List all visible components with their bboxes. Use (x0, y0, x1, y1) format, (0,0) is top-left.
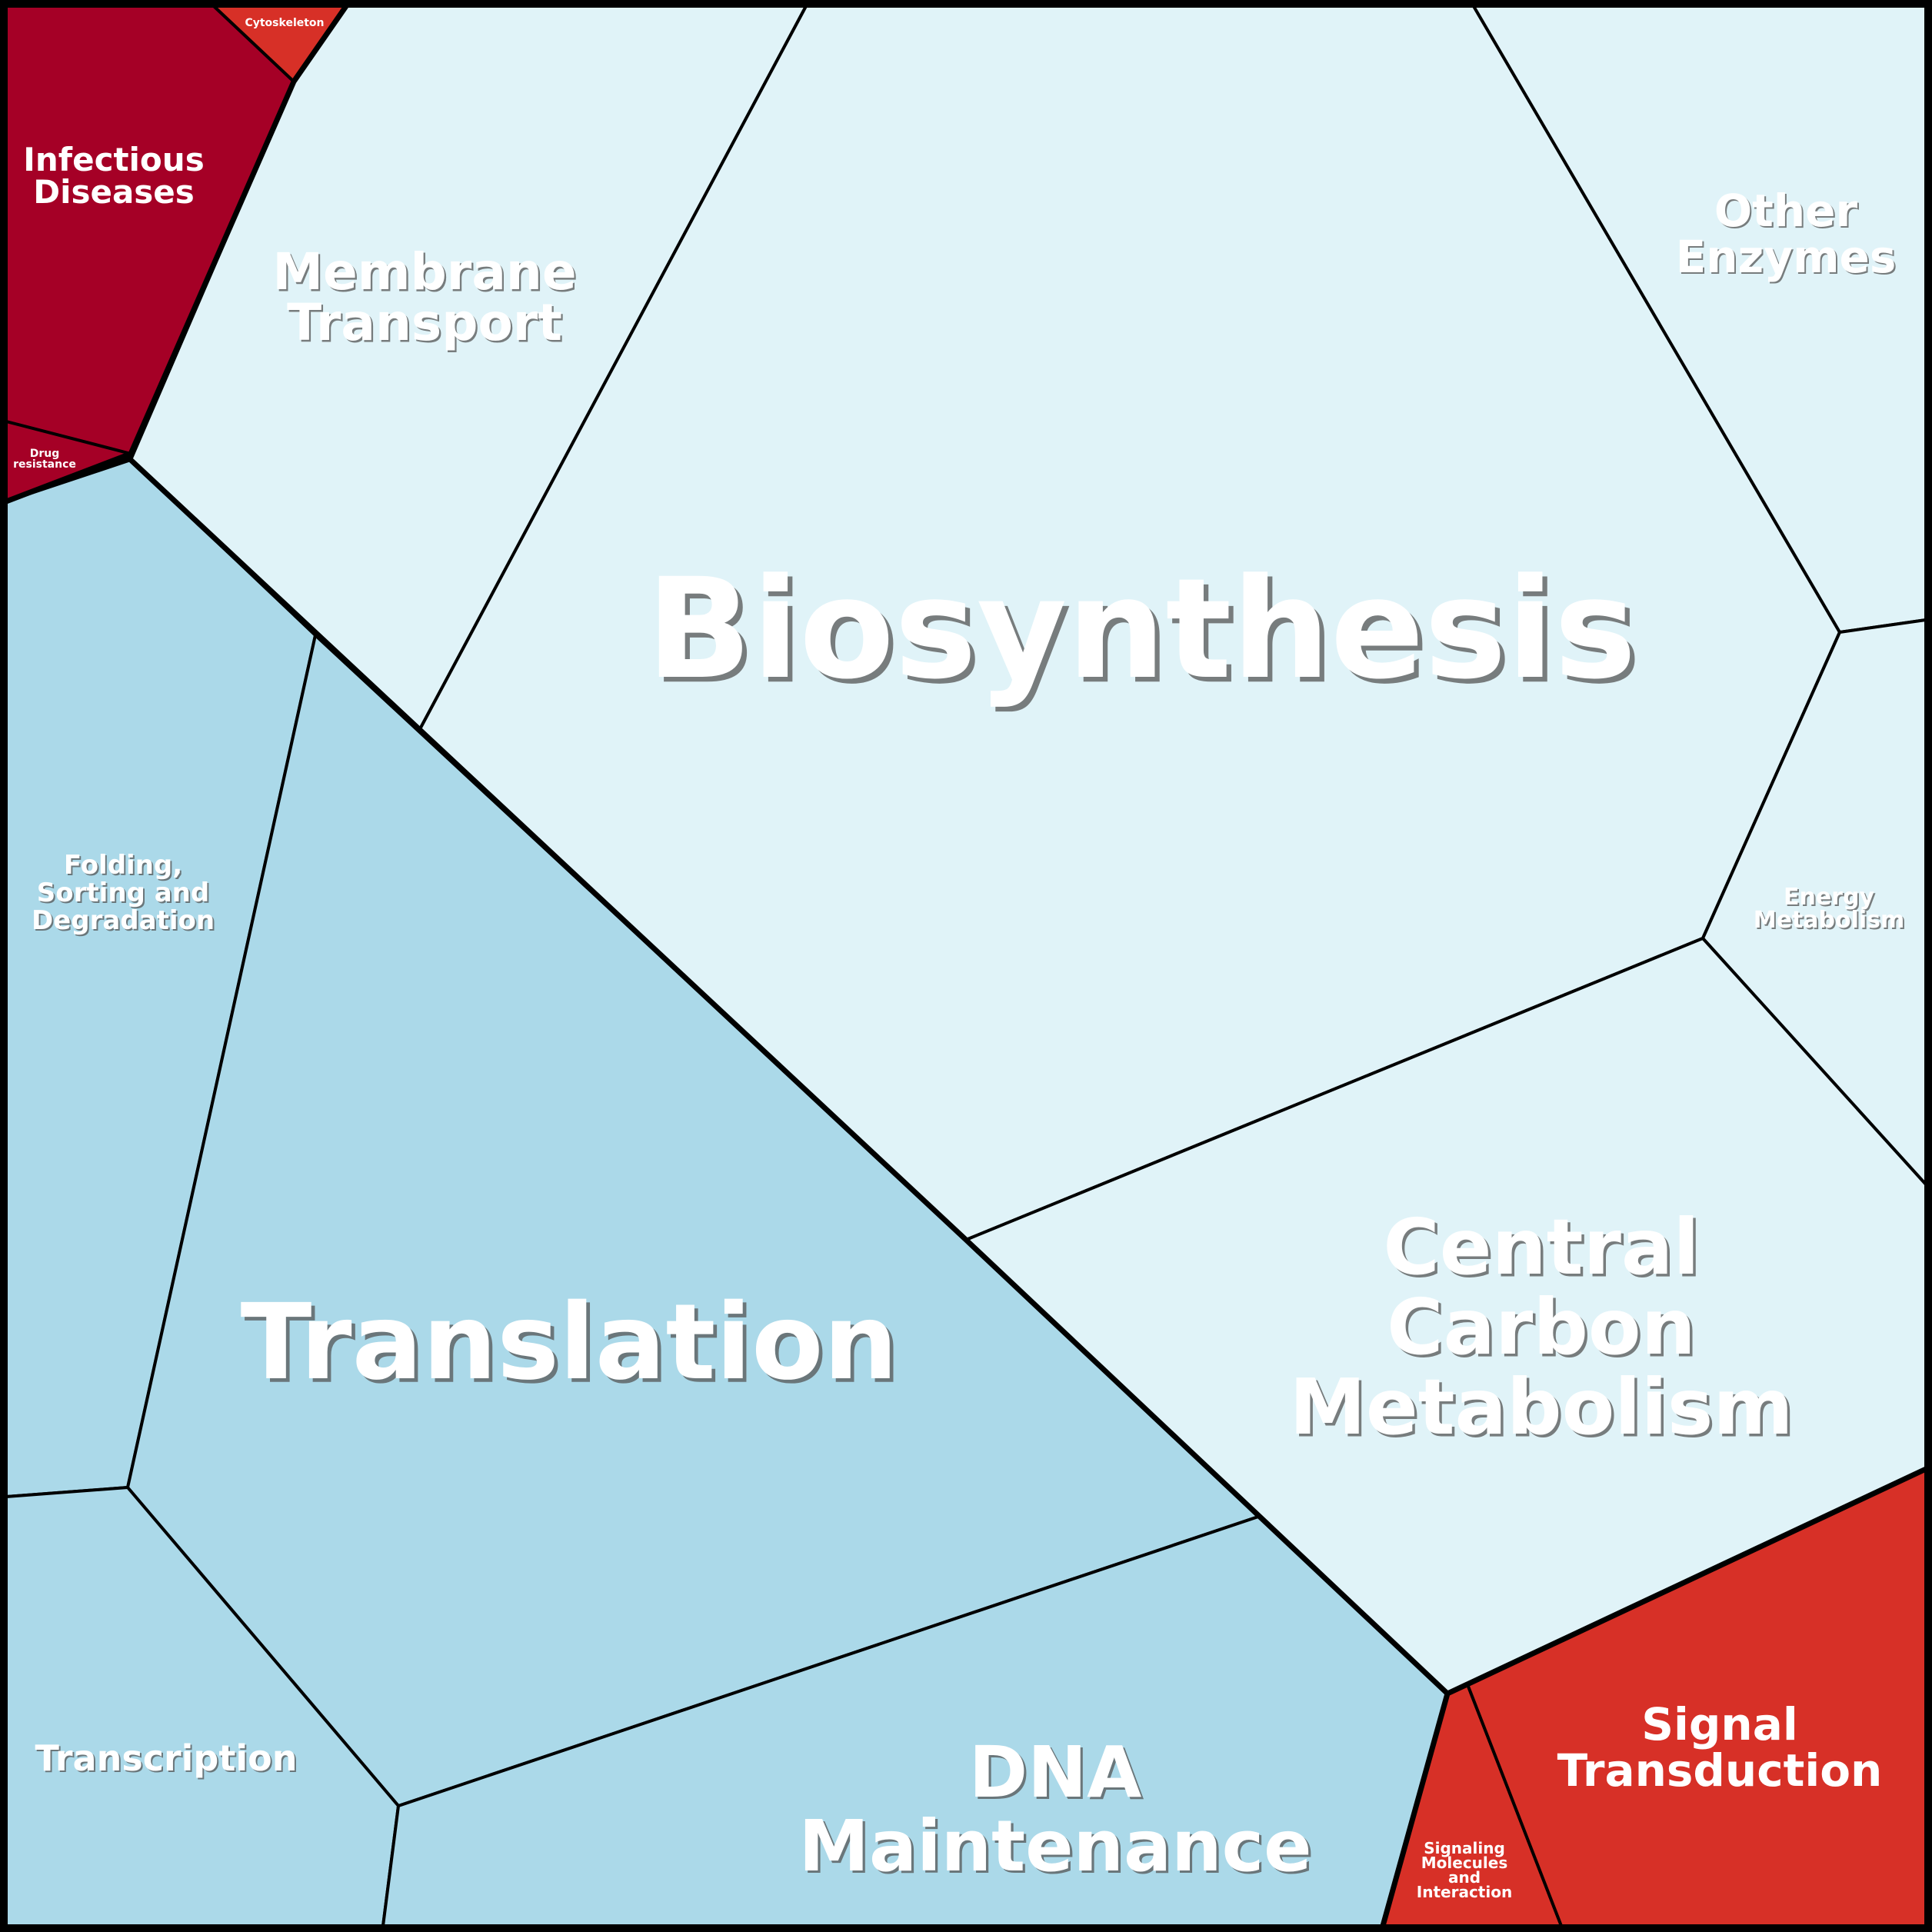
group-border-1 (5, 5, 348, 505)
label-shadow: Transcription (37, 1739, 299, 1780)
label-line: Degradation (32, 905, 215, 936)
label-line: Maintenance (798, 1805, 1311, 1887)
group-border-3 (1380, 1466, 1927, 1927)
label-line: Transport (287, 293, 562, 352)
label-shadow: Metabolism (1755, 908, 1907, 935)
label-line: Interaction (1417, 1883, 1512, 1901)
label-line: Central (1383, 1202, 1699, 1292)
label-line: Cytoskeleton (245, 17, 324, 29)
label-line: Enzymes (1676, 231, 1897, 283)
label-shadow: Sorting and (38, 879, 211, 910)
label-line: Molecules (1421, 1854, 1507, 1872)
label-line: Diseases (33, 173, 195, 211)
label-line: Membrane (272, 242, 576, 301)
label-shadow: Carbon (1390, 1285, 1699, 1375)
label-shadow: Transport (288, 295, 564, 354)
label-line: Energy (1784, 884, 1874, 911)
label-line: Other (1714, 185, 1858, 237)
label-line: Metabolism (1754, 907, 1905, 934)
label-line: Transduction (1557, 1744, 1883, 1797)
label-shadow: Central (1386, 1205, 1702, 1295)
label-line: DNA (969, 1731, 1142, 1814)
label-shadow: Metabolism (1292, 1365, 1796, 1455)
label-line: Transcription (35, 1737, 298, 1779)
label-line: Biosynthesis (646, 549, 1636, 710)
label-cytoskeleton: Cytoskeleton (245, 17, 324, 29)
label-shadow: Degradation (33, 907, 216, 938)
label-line: Folding, (64, 850, 182, 881)
label-line: and (1448, 1868, 1481, 1887)
label-central-carbon-metabolism: CentralCentralCarbonCarbonMetabolismMeta… (1289, 1202, 1796, 1455)
label-line: Signal (1641, 1698, 1797, 1750)
label-shadow: Other (1716, 186, 1860, 238)
label-line: Translation (241, 1282, 898, 1404)
group-border-2 (128, 458, 1450, 1696)
label-shadow: Enzymes (1677, 232, 1898, 285)
label-shadow: Membrane (275, 244, 578, 303)
label-shadow: Biosynthesis (651, 554, 1641, 715)
label-line: Infectious (23, 141, 204, 178)
label-shadow: Folding, (65, 851, 184, 882)
label-line: Carbon (1387, 1282, 1696, 1372)
label-line: Metabolism (1289, 1362, 1793, 1452)
label-shadow: Energy (1785, 885, 1876, 912)
label-shadow: Translation (244, 1286, 901, 1407)
label-shadow: DNA (971, 1734, 1144, 1816)
label-shadow: Maintenance (801, 1807, 1314, 1890)
label-line: Drug (30, 448, 60, 460)
label-line: resistance (13, 458, 76, 471)
label-line: Signaling (1424, 1839, 1505, 1857)
label-line: Sorting and (37, 878, 209, 908)
